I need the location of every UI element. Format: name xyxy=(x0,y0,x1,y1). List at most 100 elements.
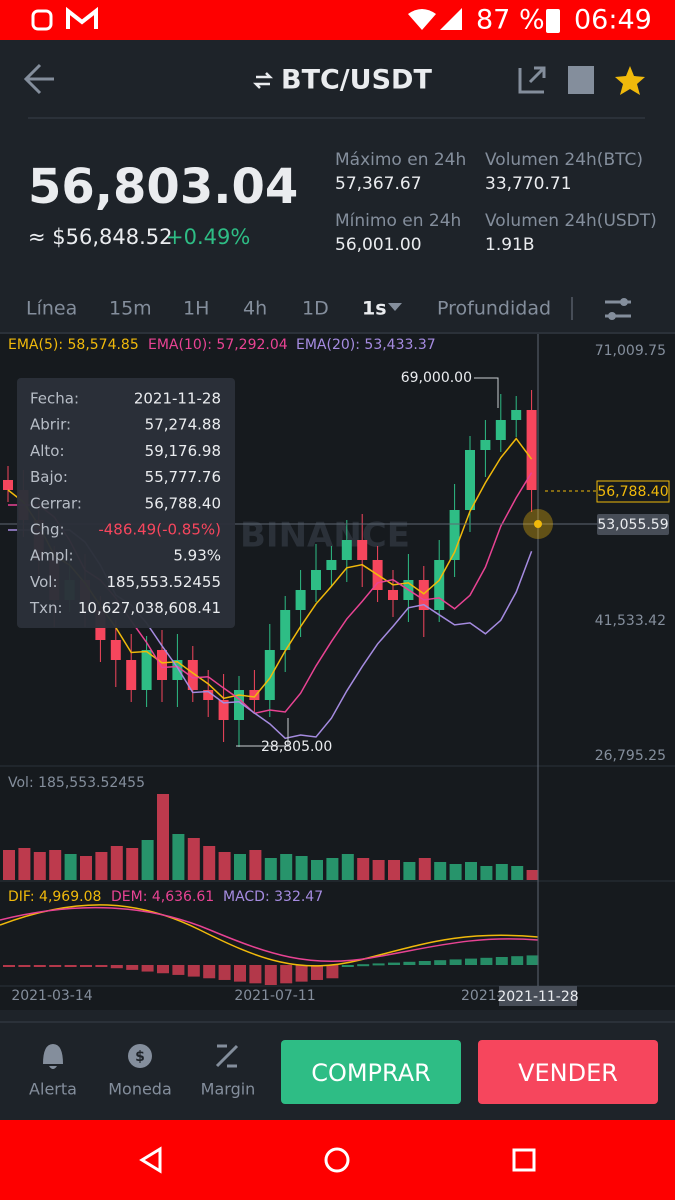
volume-bar xyxy=(403,862,416,880)
tooltip-label: Vol: xyxy=(30,573,58,591)
tooltip-label: Alto: xyxy=(30,442,65,460)
macd-bar xyxy=(526,955,539,965)
icon-signal xyxy=(440,8,462,30)
macd-bar xyxy=(264,965,277,985)
back-button[interactable] xyxy=(23,63,54,95)
last-price: 56,803.04 xyxy=(28,159,298,215)
macd-label: DIF: 4,969.08 xyxy=(8,889,101,905)
volume-bar xyxy=(434,862,447,880)
candle-body xyxy=(3,480,13,490)
macd-bar xyxy=(110,965,123,969)
sell-button-label: VENDER xyxy=(518,1059,618,1087)
tab[interactable]: Línea xyxy=(26,298,77,320)
icon-coin xyxy=(128,1044,152,1068)
tab[interactable]: 1D xyxy=(302,298,329,320)
stat-value: 57,367.67 xyxy=(335,174,422,194)
tooltip-label: Cerrar: xyxy=(30,494,82,512)
macd-label: MACD: 332.47 xyxy=(223,889,323,905)
ema-label: EMA(10): 57,292.04 xyxy=(148,337,288,353)
macd-bar xyxy=(357,964,370,967)
candle-body xyxy=(434,560,445,610)
tab[interactable]: 15m xyxy=(109,298,152,320)
candle-body xyxy=(172,660,183,680)
macd-bar xyxy=(157,965,169,974)
volume-bar xyxy=(264,858,277,880)
action-label[interactable]: Alerta xyxy=(29,1080,77,1099)
volume-bar xyxy=(341,854,354,880)
volume-bar xyxy=(49,850,62,880)
ema-label: EMA(5): 58,574.85 xyxy=(8,337,139,353)
pair-title[interactable]: BTC/USDT xyxy=(281,65,432,96)
macd-bar xyxy=(388,962,400,965)
macd-bar xyxy=(234,965,246,982)
favorite-button[interactable] xyxy=(615,66,645,95)
nav-recents[interactable] xyxy=(512,1148,536,1172)
volume-bar xyxy=(172,834,185,880)
tab[interactable]: Profundidad xyxy=(437,298,551,320)
macd-bar xyxy=(3,965,15,967)
macd-bar xyxy=(141,965,154,972)
volume-bar xyxy=(372,860,385,880)
tooltip-label: Abrir: xyxy=(30,416,71,434)
low-pointer xyxy=(236,718,289,747)
volume-bar xyxy=(249,850,262,880)
stat-label: Volumen 24h(BTC) xyxy=(485,150,643,170)
tooltip-label: Txn: xyxy=(29,599,63,617)
nav-bar xyxy=(0,1120,675,1200)
candle-body xyxy=(110,640,121,660)
macd-bar xyxy=(95,965,108,967)
tab-active[interactable]: 1s xyxy=(362,298,387,320)
icon-gmail xyxy=(66,6,98,29)
macd-label: DEM: 4,636.61 xyxy=(111,889,214,905)
share-button[interactable] xyxy=(518,66,546,94)
nav-home[interactable] xyxy=(324,1147,350,1173)
tooltip-rows: Fecha: 2021-11-28 Abrir: 57,274.88 Alto: 59,1… xyxy=(29,390,221,618)
crosshair-tag-text: 53,055.59 xyxy=(597,517,668,533)
macd-bar xyxy=(18,965,31,967)
tooltip xyxy=(17,378,235,628)
volume-bar xyxy=(95,852,108,880)
candle-body xyxy=(234,690,244,720)
volume-bar xyxy=(480,866,493,880)
status-bar xyxy=(0,0,675,40)
candle-body xyxy=(526,410,537,490)
icon-wifi xyxy=(408,9,436,30)
sell-button[interactable] xyxy=(478,1040,658,1104)
tab[interactable]: 1H xyxy=(183,298,209,320)
macd-bar xyxy=(280,965,293,984)
volume-bar xyxy=(495,864,508,880)
clock: 06:49 xyxy=(574,5,652,36)
icon-battery xyxy=(546,9,560,33)
volume-bar xyxy=(64,854,77,880)
volume-bar xyxy=(311,860,323,880)
candle-body xyxy=(264,650,275,700)
tooltip-value: 56,788.40 xyxy=(145,494,221,512)
macd-bar xyxy=(403,961,416,965)
buy-button[interactable] xyxy=(281,1040,461,1104)
macd-bar xyxy=(341,965,354,967)
candle-body xyxy=(126,660,137,690)
tab[interactable]: 4h xyxy=(243,298,267,320)
high-label: 69,000.00 xyxy=(401,370,472,386)
tooltip-value: 2021-11-28 xyxy=(134,390,221,408)
macd-bar xyxy=(49,965,62,967)
volume-bar xyxy=(218,852,231,880)
volume-bar xyxy=(80,856,92,880)
macd-bar xyxy=(326,965,339,979)
action-label[interactable]: Margin xyxy=(201,1080,256,1099)
compare-button[interactable] xyxy=(568,66,594,94)
crosshair-dot xyxy=(534,520,542,528)
tooltip-value: 57,274.88 xyxy=(145,416,221,434)
price-equiv: ≈ $56,848.52 xyxy=(28,225,173,249)
candle-body xyxy=(280,610,291,650)
volume-bar xyxy=(110,846,123,880)
nav-back[interactable] xyxy=(139,1146,162,1174)
dem-line xyxy=(0,906,539,963)
high-pointer xyxy=(474,377,499,408)
tooltip-label: Fecha: xyxy=(30,390,79,408)
volume-bar xyxy=(157,794,169,880)
macd-bar xyxy=(187,965,200,977)
action-label[interactable]: Moneda xyxy=(108,1080,172,1099)
